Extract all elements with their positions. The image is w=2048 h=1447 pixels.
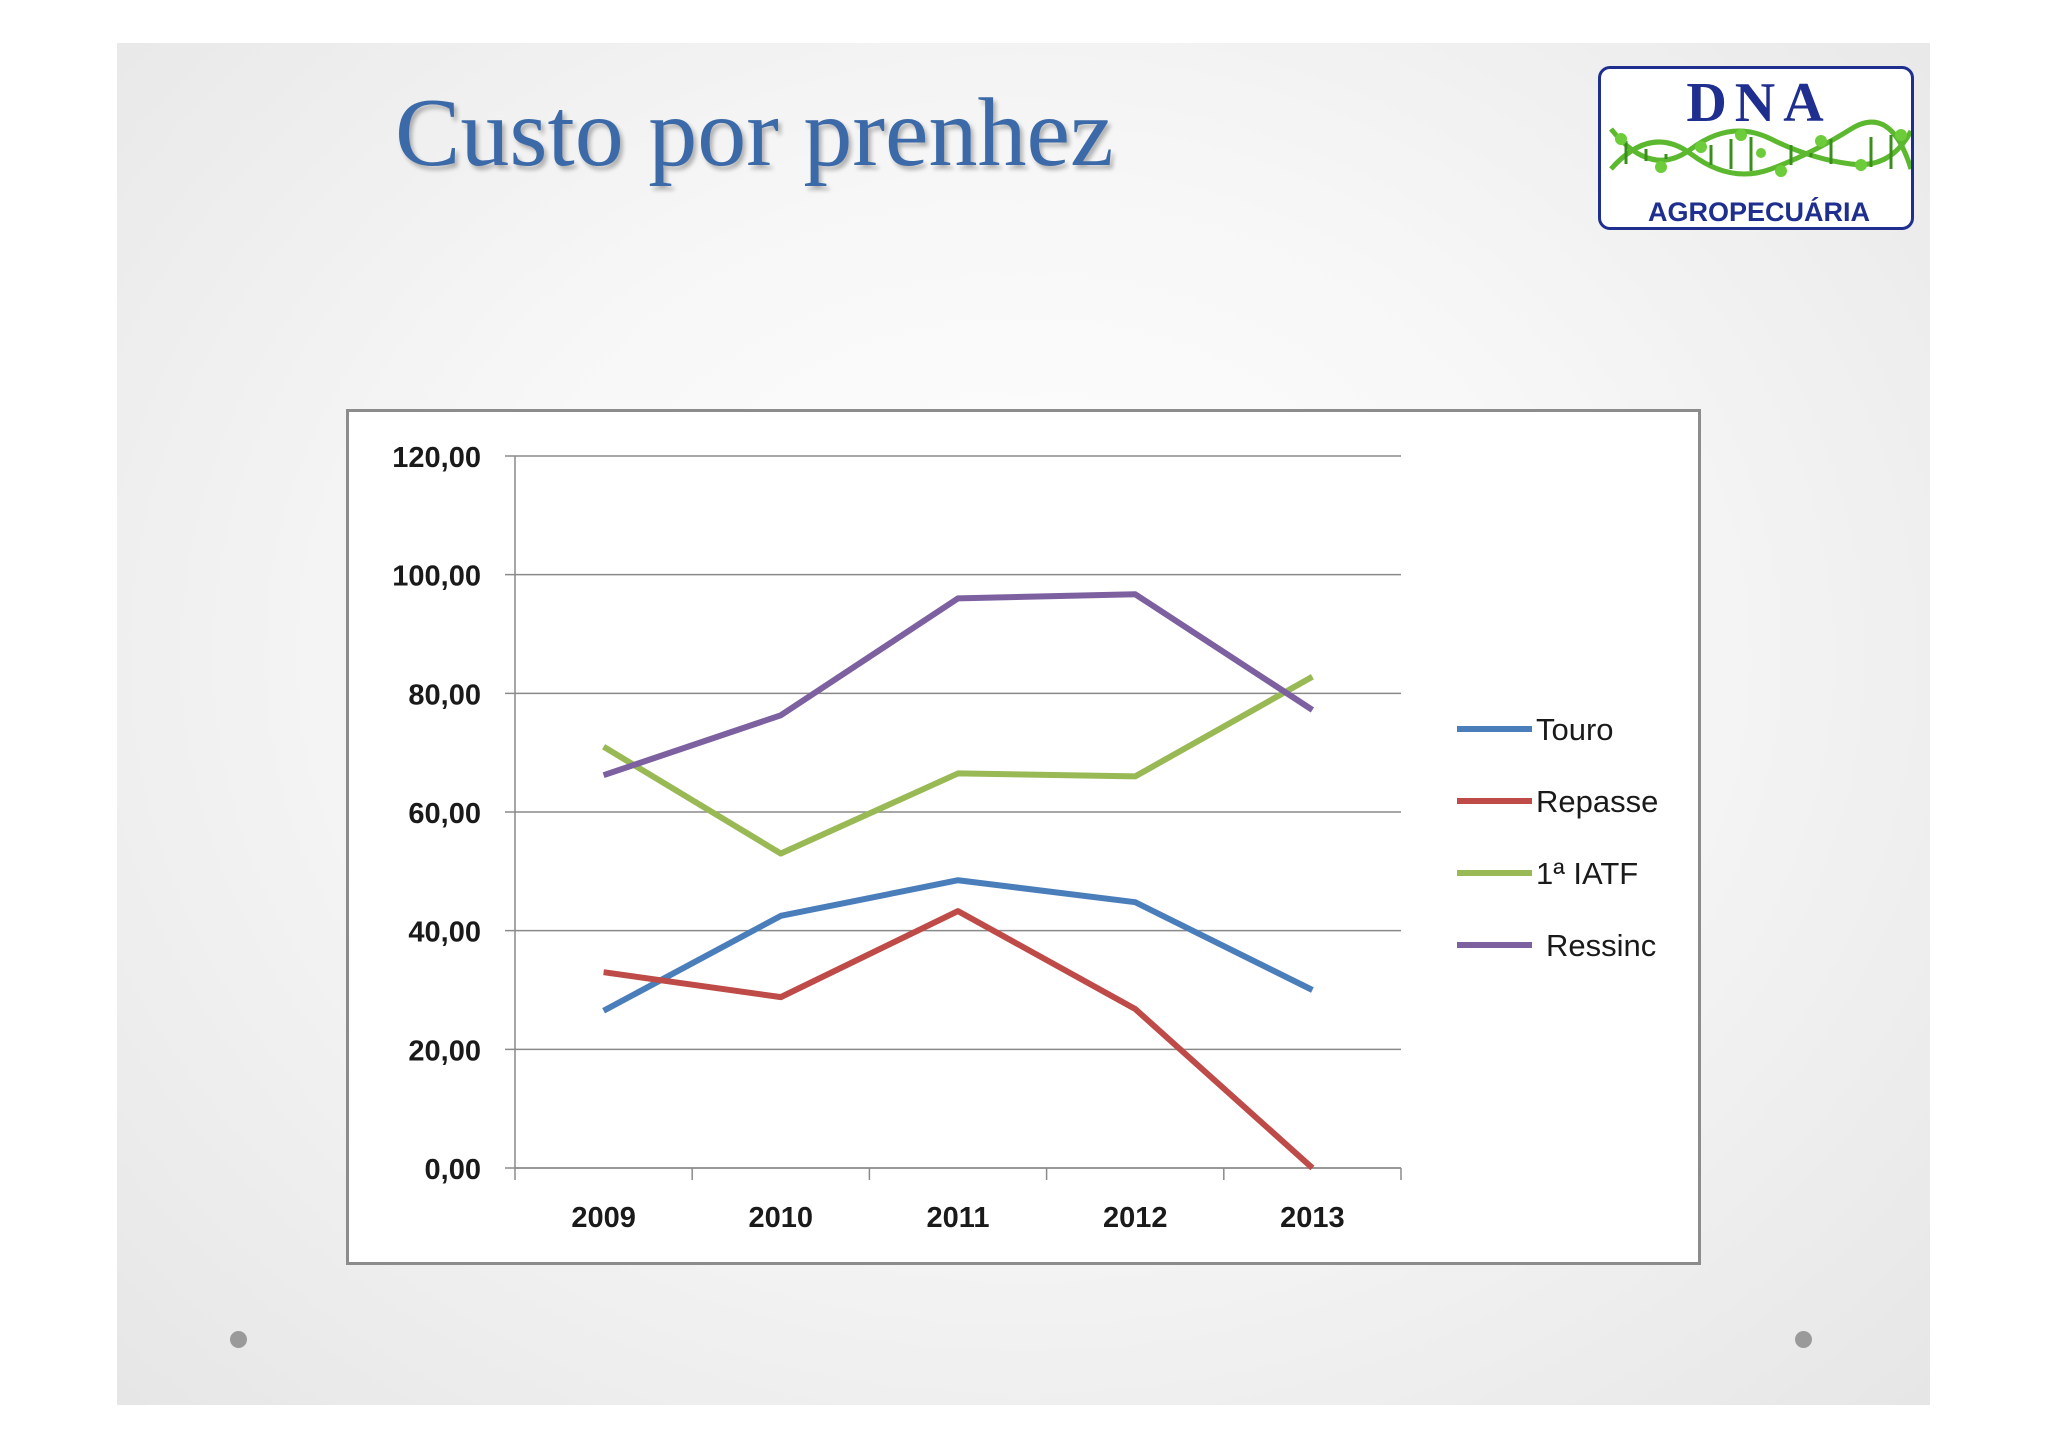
- series-line-1-iatf: [602, 674, 1314, 857]
- legend-label: Touro: [1536, 712, 1614, 747]
- y-tick-label: 0,00: [425, 1154, 481, 1186]
- series-line-ressinc: [602, 591, 1315, 779]
- legend-label: 1ª IATF: [1536, 856, 1638, 891]
- dna-agropecuaria-logo: DNA AGROPECUÁRIA: [1598, 66, 1914, 230]
- x-tick-label: 2011: [927, 1202, 990, 1234]
- y-tick-label: 120,00: [392, 442, 481, 474]
- bullet-dot-left: [230, 1331, 247, 1348]
- legend-label: Repasse: [1536, 784, 1658, 819]
- slide-title: Custo por prenhez: [395, 79, 1114, 187]
- x-tick-label: 2013: [1280, 1202, 1345, 1234]
- logo-bottom-text: AGROPECUÁRIA: [1648, 196, 1870, 227]
- line-chart: 0,00 20,00 40,00 60,00 80,00 100,00 120,00 2009…: [346, 409, 1701, 1265]
- y-tick-label: 60,00: [408, 798, 481, 830]
- series-line-touro: [602, 877, 1314, 1014]
- legend-label: Ressinc: [1546, 928, 1656, 963]
- y-tick-label: 40,00: [408, 917, 481, 949]
- y-tick-label: 80,00: [408, 679, 481, 711]
- x-tick-label: 2010: [749, 1202, 814, 1234]
- y-tick-label: 100,00: [392, 561, 481, 593]
- series-line-repasse: [603, 908, 1315, 1171]
- x-tick-label: 2009: [571, 1202, 636, 1234]
- bullet-dot-right: [1795, 1331, 1812, 1348]
- logo-top-text: DNA: [1686, 72, 1831, 134]
- dna-helix-icon: DNA AGROPECUÁRIA: [1609, 72, 1911, 227]
- y-tick-label: 20,00: [408, 1035, 481, 1067]
- x-tick-label: 2012: [1103, 1202, 1168, 1234]
- chart-svg: 0,00 20,00 40,00 60,00 80,00 100,00 120,00 2009…: [392, 442, 1658, 1234]
